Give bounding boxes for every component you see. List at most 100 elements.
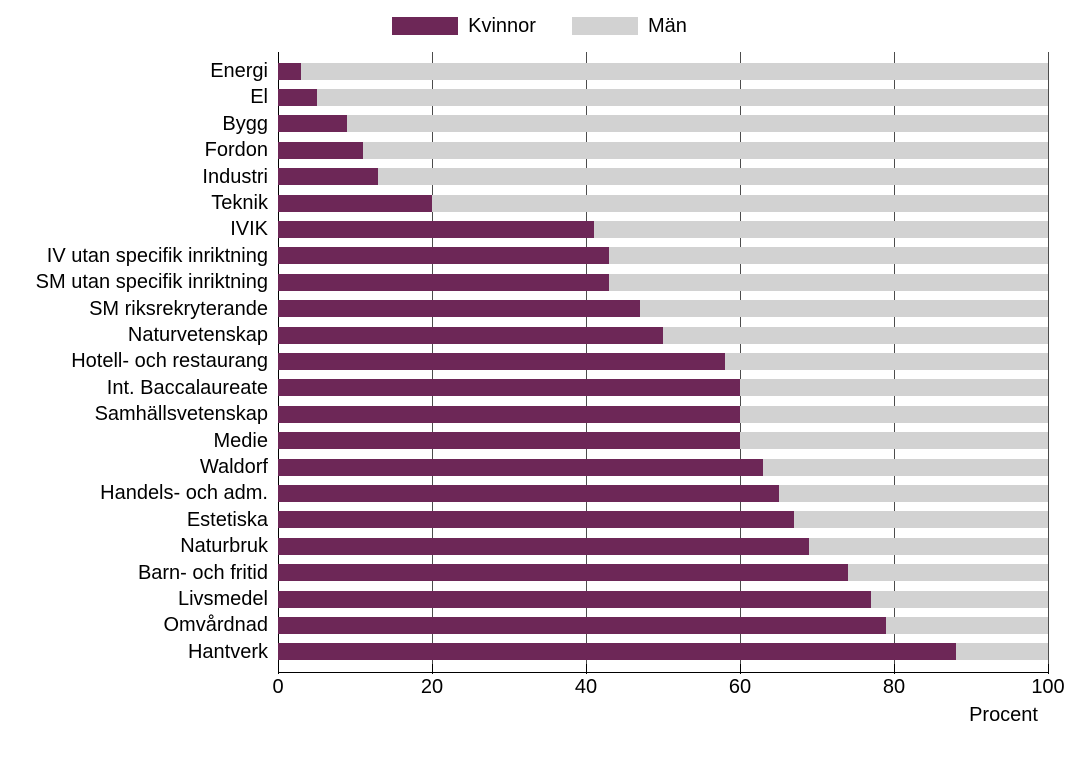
- x-tick: [1048, 664, 1049, 674]
- x-tick-label: 80: [883, 676, 905, 699]
- y-label: Naturvetenskap: [128, 322, 268, 348]
- legend-item-man: Män: [572, 14, 687, 38]
- bar-segment-man: [740, 406, 1048, 423]
- bar-segment-kvinnor: [278, 63, 301, 80]
- legend-item-kvinnor: Kvinnor: [392, 14, 536, 38]
- bar-row: [278, 58, 1048, 84]
- bar-segment-man: [794, 511, 1048, 528]
- bar-segment-kvinnor: [278, 168, 378, 185]
- bar-segment-kvinnor: [278, 406, 740, 423]
- bar-track: [278, 221, 1048, 238]
- bar-segment-man: [871, 591, 1048, 608]
- y-label: Hotell- och restaurang: [71, 348, 268, 374]
- bar-row: [278, 559, 1048, 585]
- y-label: Omvårdnad: [164, 612, 269, 638]
- y-label: Fordon: [205, 137, 268, 163]
- bar-track: [278, 142, 1048, 159]
- bar-row: [278, 533, 1048, 559]
- y-label: IV utan specifik inriktning: [47, 243, 268, 269]
- bar-track: [278, 564, 1048, 581]
- y-label: Naturbruk: [180, 533, 268, 559]
- bar-segment-man: [347, 115, 1048, 132]
- x-tick-label: 20: [421, 676, 443, 699]
- bar-segment-man: [432, 195, 1048, 212]
- bar-segment-man: [809, 538, 1048, 555]
- bar-row: [278, 480, 1048, 506]
- bar-row: [278, 111, 1048, 137]
- bars: [278, 58, 1048, 665]
- bar-row: [278, 137, 1048, 163]
- bar-segment-man: [663, 327, 1048, 344]
- y-label: Industri: [202, 164, 268, 190]
- chart-container: Kvinnor Män EnergiElByggFordonIndustriTe…: [0, 0, 1079, 757]
- bar-track: [278, 327, 1048, 344]
- bar-segment-kvinnor: [278, 591, 871, 608]
- bar-row: [278, 375, 1048, 401]
- bar-segment-kvinnor: [278, 353, 725, 370]
- bar-segment-kvinnor: [278, 274, 609, 291]
- bar-row: [278, 507, 1048, 533]
- x-tick: [586, 664, 587, 674]
- plot-area: [278, 52, 1048, 672]
- bar-track: [278, 511, 1048, 528]
- y-label: Handels- och adm.: [100, 480, 268, 506]
- bar-row: [278, 216, 1048, 242]
- bar-segment-kvinnor: [278, 564, 848, 581]
- bar-segment-man: [317, 89, 1049, 106]
- legend-swatch-man: [572, 17, 638, 35]
- bar-segment-man: [956, 643, 1048, 660]
- bar-track: [278, 643, 1048, 660]
- bar-segment-kvinnor: [278, 195, 432, 212]
- bar-segment-man: [740, 379, 1048, 396]
- bar-track: [278, 432, 1048, 449]
- bar-row: [278, 639, 1048, 665]
- bar-segment-man: [740, 432, 1048, 449]
- bar-segment-man: [363, 142, 1048, 159]
- x-tick: [432, 664, 433, 674]
- bar-segment-kvinnor: [278, 617, 886, 634]
- bar-row: [278, 612, 1048, 638]
- bar-track: [278, 591, 1048, 608]
- bar-track: [278, 300, 1048, 317]
- bar-segment-man: [301, 63, 1048, 80]
- y-label: Samhällsvetenskap: [95, 401, 268, 427]
- bar-segment-kvinnor: [278, 459, 763, 476]
- bar-segment-kvinnor: [278, 89, 317, 106]
- bar-track: [278, 406, 1048, 423]
- bar-track: [278, 63, 1048, 80]
- bar-segment-kvinnor: [278, 643, 956, 660]
- legend: Kvinnor Män: [0, 14, 1079, 38]
- bar-track: [278, 274, 1048, 291]
- bar-segment-kvinnor: [278, 221, 594, 238]
- bar-segment-kvinnor: [278, 327, 663, 344]
- bar-segment-kvinnor: [278, 115, 347, 132]
- y-label: El: [250, 84, 268, 110]
- legend-label-kvinnor: Kvinnor: [468, 15, 536, 38]
- bar-segment-kvinnor: [278, 432, 740, 449]
- y-label: Estetiska: [187, 507, 268, 533]
- legend-swatch-kvinnor: [392, 17, 458, 35]
- bar-segment-kvinnor: [278, 379, 740, 396]
- bar-segment-man: [763, 459, 1048, 476]
- x-tick: [894, 664, 895, 674]
- y-label: Hantverk: [188, 639, 268, 665]
- y-label: Energi: [210, 58, 268, 84]
- x-tick: [740, 664, 741, 674]
- bar-row: [278, 586, 1048, 612]
- bar-track: [278, 168, 1048, 185]
- bar-segment-man: [779, 485, 1049, 502]
- legend-label-man: Män: [648, 15, 687, 38]
- bar-track: [278, 247, 1048, 264]
- bar-segment-man: [609, 274, 1048, 291]
- bar-segment-man: [378, 168, 1048, 185]
- y-label: SM riksrekryterande: [89, 296, 268, 322]
- bar-row: [278, 243, 1048, 269]
- bar-track: [278, 538, 1048, 555]
- bar-segment-man: [594, 221, 1048, 238]
- bar-segment-man: [725, 353, 1048, 370]
- y-label: Bygg: [222, 111, 268, 137]
- bar-row: [278, 84, 1048, 110]
- y-label: Livsmedel: [178, 586, 268, 612]
- bar-row: [278, 190, 1048, 216]
- y-label: Waldorf: [200, 454, 268, 480]
